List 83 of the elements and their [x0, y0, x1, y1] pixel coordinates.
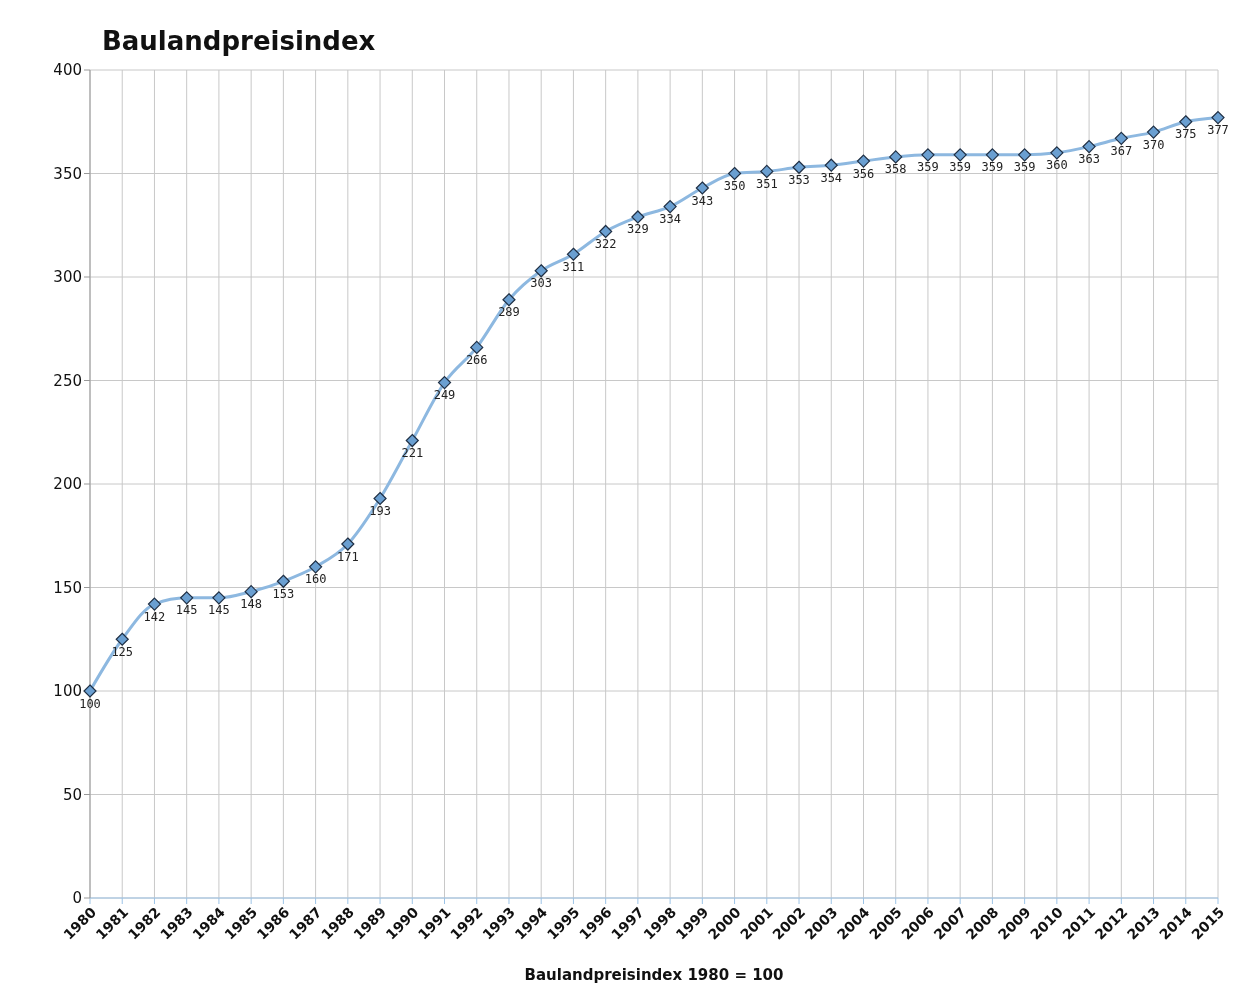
point: [953, 148, 967, 162]
data-label: 125: [111, 644, 134, 659]
chart-title: Baulandpreisindex: [102, 26, 376, 56]
data-label: 249: [433, 388, 456, 403]
point: [921, 148, 935, 162]
point: [856, 154, 871, 168]
data-label: 351: [755, 176, 778, 191]
y-tick-label: 100: [53, 682, 82, 701]
data-label: 160: [304, 572, 327, 587]
point: [534, 264, 548, 278]
data-label: 358: [884, 162, 907, 177]
point: [792, 160, 806, 174]
point: [599, 224, 613, 239]
data-label: 370: [1142, 137, 1165, 152]
data-label: 100: [79, 696, 101, 711]
point: [147, 597, 162, 611]
y-tick-label: 400: [53, 61, 82, 80]
point: [727, 166, 742, 181]
point: [1114, 131, 1128, 145]
data-label: 311: [562, 259, 585, 274]
point: [212, 591, 226, 605]
point: [1018, 148, 1032, 162]
data-label: 221: [401, 446, 424, 461]
point: [341, 537, 355, 551]
data-label: 354: [820, 170, 843, 185]
point: [889, 150, 903, 164]
data-label: 367: [1110, 143, 1133, 158]
point: [244, 585, 258, 599]
x-axis-title: Baulandpreisindex 1980 = 100: [524, 966, 784, 984]
data-label: 329: [627, 222, 649, 237]
y-tick-label: 50: [62, 785, 82, 804]
data-label: 145: [208, 603, 230, 618]
data-label: 353: [788, 172, 810, 187]
point: [470, 340, 484, 354]
point: [405, 433, 419, 448]
data-label: 334: [659, 212, 681, 227]
point: [115, 632, 129, 646]
point: [180, 591, 194, 605]
y-tick-label: 150: [53, 578, 82, 597]
data-label: 359: [1013, 160, 1036, 175]
point: [309, 560, 323, 574]
point: [1082, 139, 1096, 154]
point: [373, 491, 387, 506]
data-label: 356: [852, 166, 875, 181]
point: [760, 164, 774, 179]
point: [985, 148, 999, 162]
point: [1146, 125, 1161, 139]
data-label: 350: [723, 179, 746, 194]
y-tick-label: 300: [53, 268, 82, 287]
data-label: 289: [498, 305, 520, 320]
point: [437, 375, 452, 390]
point: [663, 200, 677, 214]
point: [1050, 146, 1064, 160]
y-tick-label: 0: [72, 889, 82, 908]
data-label: 145: [175, 603, 198, 618]
point: [695, 181, 709, 195]
data-label: 193: [369, 504, 391, 519]
y-tick-label: 350: [53, 164, 82, 183]
data-label: 360: [1046, 158, 1068, 173]
data-label: 363: [1078, 152, 1100, 167]
point: [1211, 111, 1225, 125]
data-label: 153: [272, 586, 295, 601]
data-label: 359: [981, 160, 1004, 175]
point: [1179, 115, 1193, 129]
data-label: 377: [1207, 123, 1229, 138]
data-label: 171: [336, 549, 359, 564]
point: [276, 574, 290, 588]
point: [824, 158, 838, 172]
data-label: 303: [530, 276, 553, 291]
data-label: 142: [143, 609, 166, 624]
data-label: 343: [691, 193, 714, 208]
y-tick-label: 200: [53, 475, 82, 494]
point: [502, 293, 516, 307]
point: [566, 247, 581, 261]
data-label: 148: [240, 597, 262, 612]
data-label: 359: [949, 160, 972, 175]
data-label: 322: [594, 236, 617, 251]
y-tick-label: 250: [53, 371, 82, 390]
point: [631, 210, 645, 224]
data-label: 375: [1174, 127, 1197, 142]
data-label: 266: [465, 352, 488, 367]
data-label: 359: [917, 160, 939, 175]
point: [83, 684, 97, 698]
